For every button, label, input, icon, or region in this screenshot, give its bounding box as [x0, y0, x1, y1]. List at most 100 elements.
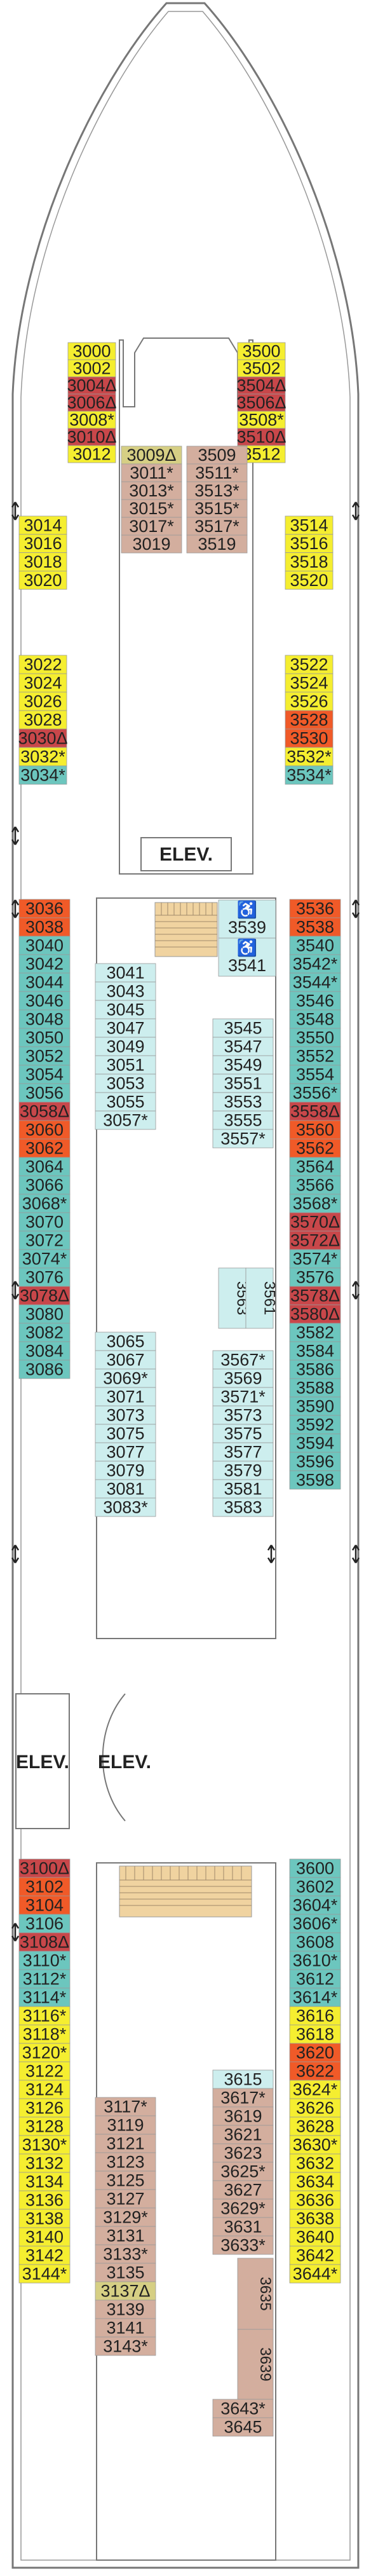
cabin-3026[interactable]: 3026 [24, 692, 62, 711]
cabin-3121[interactable]: 3121 [106, 2134, 144, 2153]
cabin-3012[interactable]: 3012 [72, 445, 111, 464]
cabin-3546[interactable]: 3546 [296, 992, 334, 1011]
cabin-3582[interactable]: 3582 [296, 1323, 334, 1342]
cabin-3562[interactable]: 3562 [296, 1139, 334, 1158]
cabin-3616[interactable]: 3616 [296, 2007, 334, 2026]
cabin-3069[interactable]: 3069* [103, 1369, 148, 1388]
cabin-3013[interactable]: 3013* [129, 481, 174, 500]
cabin-3575[interactable]: 3575 [224, 1424, 262, 1443]
cabin-3048[interactable]: 3048 [25, 1010, 64, 1029]
cabin-3625[interactable]: 3625* [220, 2162, 266, 2181]
cabin-3588[interactable]: 3588 [296, 1379, 334, 1398]
cabin-3127[interactable]: 3127 [106, 2190, 144, 2209]
cabin-3060[interactable]: 3060 [25, 1121, 64, 1140]
cabin-3622[interactable]: 3622 [296, 2062, 334, 2081]
cabin-3553[interactable]: 3553 [224, 1093, 262, 1112]
cabin-3604[interactable]: 3604* [293, 1896, 338, 1915]
cabin-3040[interactable]: 3040 [25, 936, 64, 955]
cabin-3518[interactable]: 3518 [290, 552, 328, 571]
cabin-3134[interactable]: 3134 [25, 2172, 64, 2191]
cabin-3573[interactable]: 3573 [224, 1406, 262, 1425]
cabin-3008[interactable]: 3008* [69, 411, 114, 430]
cabin-3106[interactable]: 3106 [25, 1914, 64, 1933]
cabin-3130[interactable]: 3130* [22, 2136, 67, 2155]
cabin-3128[interactable]: 3128 [25, 2117, 64, 2136]
cabin-3576[interactable]: 3576 [296, 1268, 334, 1287]
cabin-3558[interactable]: 3558Δ [290, 1102, 340, 1121]
cabin-3614[interactable]: 3614* [293, 1988, 338, 2007]
cabin-3567[interactable]: 3567* [220, 1351, 266, 1370]
cabin-3586[interactable]: 3586 [296, 1360, 334, 1379]
cabin-3132[interactable]: 3132 [25, 2154, 64, 2173]
cabin-3528[interactable]: 3528 [290, 711, 328, 730]
cabin-3052[interactable]: 3052 [25, 1047, 64, 1066]
cabin-3144[interactable]: 3144* [22, 2265, 67, 2284]
cabin-3004[interactable]: 3004Δ [67, 376, 116, 395]
cabin-3500[interactable]: 3500 [242, 342, 280, 361]
cabin-3022[interactable]: 3022 [24, 655, 62, 674]
cabin-3064[interactable]: 3064 [25, 1157, 64, 1176]
cabin-3623[interactable]: 3623 [224, 2144, 262, 2163]
cabin-3114[interactable]: 3114* [23, 1988, 67, 2007]
cabin-3116[interactable]: 3116* [23, 2007, 67, 2026]
cabin-3590[interactable]: 3590 [296, 1397, 334, 1416]
cabin-3570[interactable]: 3570Δ [290, 1213, 340, 1232]
cabin-3555[interactable]: 3555 [224, 1111, 262, 1130]
cabin-3615[interactable]: 3615 [224, 2070, 262, 2089]
cabin-3577[interactable]: 3577 [224, 1443, 262, 1462]
cabin-3571[interactable]: 3571* [220, 1387, 266, 1407]
cabin-3548[interactable]: 3548 [296, 1010, 334, 1029]
cabin-3549[interactable]: 3549 [224, 1056, 262, 1075]
cabin-3079[interactable]: 3079 [106, 1461, 144, 1480]
cabin-3108[interactable]: 3108Δ [20, 1933, 69, 1952]
cabin-3082[interactable]: 3082 [25, 1323, 64, 1342]
cabin-3062[interactable]: 3062 [25, 1139, 64, 1158]
cabin-3633[interactable]: 3633* [220, 2236, 266, 2255]
cabin-3077[interactable]: 3077 [106, 1443, 144, 1462]
cabin-3051[interactable]: 3051 [106, 1056, 144, 1075]
cabin-3574[interactable]: 3574* [293, 1250, 338, 1269]
cabin-3545[interactable]: 3545 [224, 1019, 262, 1038]
cabin-3636[interactable]: 3636 [296, 2191, 334, 2210]
cabin-3624[interactable]: 3624* [293, 2080, 338, 2099]
cabin-3620[interactable]: 3620 [296, 2043, 334, 2062]
cabin-3117[interactable]: 3117* [104, 2097, 147, 2116]
cabin-3076[interactable]: 3076 [25, 1268, 64, 1287]
cabin-3592[interactable]: 3592 [296, 1415, 334, 1435]
cabin-3133[interactable]: 3133* [103, 2245, 148, 2264]
cabin-3067[interactable]: 3067 [106, 1351, 144, 1370]
cabin-3072[interactable]: 3072 [25, 1231, 64, 1250]
cabin-3560[interactable]: 3560 [296, 1121, 334, 1140]
cabin-3572[interactable]: 3572Δ [290, 1231, 340, 1250]
cabin-3621[interactable]: 3621 [224, 2125, 262, 2144]
cabin-3596[interactable]: 3596 [296, 1452, 334, 1471]
cabin-3102[interactable]: 3102 [25, 1877, 64, 1897]
cabin-3032[interactable]: 3032* [20, 747, 65, 767]
cabin-3632[interactable]: 3632 [296, 2154, 334, 2173]
cabin-3024[interactable]: 3024 [24, 674, 62, 693]
cabin-3520[interactable]: 3520 [290, 571, 328, 590]
cabin-3643[interactable]: 3643* [220, 2399, 266, 2418]
cabin-3016[interactable]: 3016 [24, 534, 62, 553]
cabin-3120[interactable]: 3120* [22, 2043, 67, 2062]
cabin-3057[interactable]: 3057* [103, 1111, 148, 1130]
cabin-3038[interactable]: 3038 [25, 918, 64, 937]
cabin-3131[interactable]: 3131 [106, 2226, 144, 2245]
cabin-3018[interactable]: 3018 [24, 552, 62, 571]
cabin-3557[interactable]: 3557* [220, 1129, 266, 1148]
cabin-3542[interactable]: 3542* [293, 955, 338, 974]
cabin-3046[interactable]: 3046 [25, 992, 64, 1011]
cabin-3554[interactable]: 3554 [296, 1065, 334, 1084]
cabin-3136[interactable]: 3136 [25, 2191, 64, 2210]
cabin-3566[interactable]: 3566 [296, 1176, 334, 1195]
cabin-3569[interactable]: 3569 [224, 1369, 262, 1388]
cabin-3140[interactable]: 3140 [25, 2228, 64, 2247]
cabin-3058[interactable]: 3058Δ [20, 1102, 69, 1121]
cabin-3011[interactable]: 3011* [130, 463, 173, 482]
cabin-3509[interactable]: 3509 [198, 446, 236, 465]
cabin-3510[interactable]: 3510Δ [236, 428, 286, 447]
cabin-3066[interactable]: 3066 [25, 1176, 64, 1195]
cabin-3561[interactable]: 3561 [261, 1281, 278, 1315]
cabin-3584[interactable]: 3584 [296, 1342, 334, 1361]
cabin-3078[interactable]: 3078Δ [20, 1286, 69, 1305]
